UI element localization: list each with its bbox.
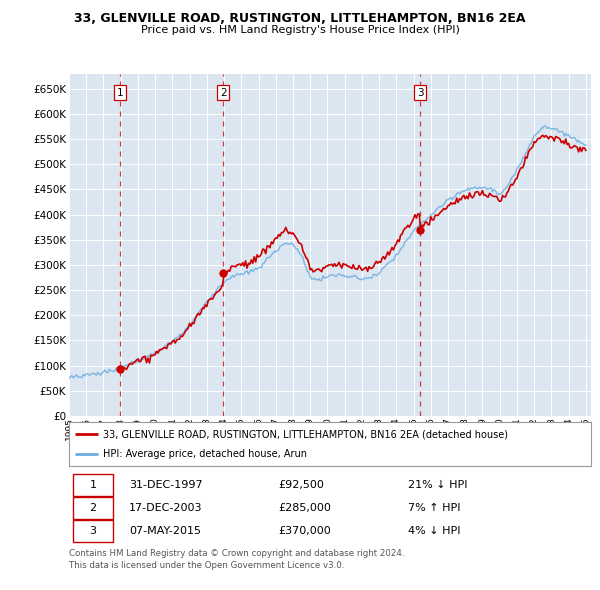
Text: 4% ↓ HPI: 4% ↓ HPI bbox=[409, 526, 461, 536]
FancyBboxPatch shape bbox=[73, 474, 113, 496]
Text: Contains HM Land Registry data © Crown copyright and database right 2024.: Contains HM Land Registry data © Crown c… bbox=[69, 549, 404, 558]
Text: 2: 2 bbox=[89, 503, 97, 513]
Text: 3: 3 bbox=[417, 87, 424, 97]
Text: £92,500: £92,500 bbox=[278, 480, 323, 490]
Text: 21% ↓ HPI: 21% ↓ HPI bbox=[409, 480, 468, 490]
Text: 7% ↑ HPI: 7% ↑ HPI bbox=[409, 503, 461, 513]
Text: 33, GLENVILLE ROAD, RUSTINGTON, LITTLEHAMPTON, BN16 2EA (detached house): 33, GLENVILLE ROAD, RUSTINGTON, LITTLEHA… bbox=[103, 430, 508, 439]
Text: Price paid vs. HM Land Registry's House Price Index (HPI): Price paid vs. HM Land Registry's House … bbox=[140, 25, 460, 35]
Text: This data is licensed under the Open Government Licence v3.0.: This data is licensed under the Open Gov… bbox=[69, 560, 344, 569]
Text: 3: 3 bbox=[89, 526, 97, 536]
Text: HPI: Average price, detached house, Arun: HPI: Average price, detached house, Arun bbox=[103, 449, 307, 458]
Text: 07-MAY-2015: 07-MAY-2015 bbox=[129, 526, 201, 536]
Text: £285,000: £285,000 bbox=[278, 503, 331, 513]
Text: 33, GLENVILLE ROAD, RUSTINGTON, LITTLEHAMPTON, BN16 2EA: 33, GLENVILLE ROAD, RUSTINGTON, LITTLEHA… bbox=[74, 12, 526, 25]
FancyBboxPatch shape bbox=[73, 497, 113, 519]
FancyBboxPatch shape bbox=[73, 520, 113, 542]
Text: £370,000: £370,000 bbox=[278, 526, 331, 536]
Text: 31-DEC-1997: 31-DEC-1997 bbox=[129, 480, 203, 490]
Text: 17-DEC-2003: 17-DEC-2003 bbox=[129, 503, 203, 513]
Text: 1: 1 bbox=[89, 480, 97, 490]
Text: 2: 2 bbox=[220, 87, 227, 97]
Text: 1: 1 bbox=[116, 87, 123, 97]
